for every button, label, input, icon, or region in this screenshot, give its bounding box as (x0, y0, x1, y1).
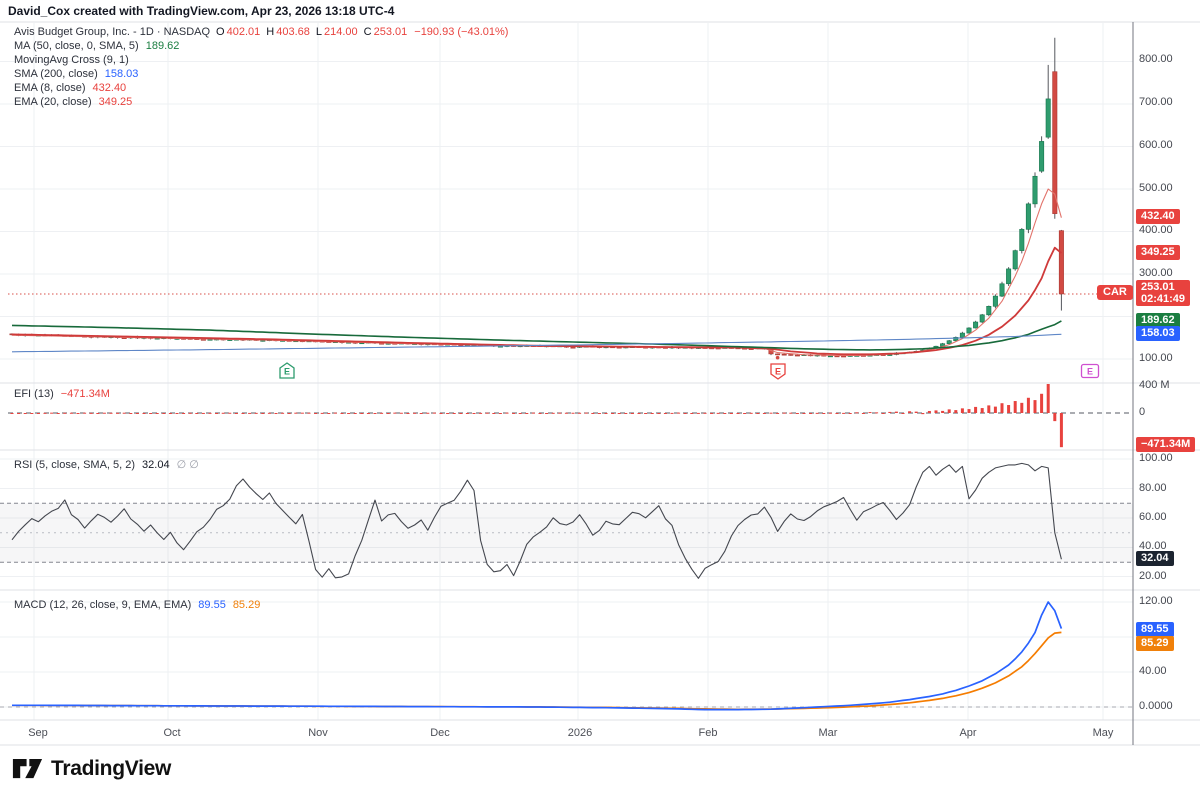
svg-text:E: E (1087, 367, 1093, 377)
price-axis-label: 300.00 (1139, 267, 1173, 279)
earnings-icon[interactable]: E (1080, 363, 1100, 379)
symbol-legend-row[interactable]: Avis Budget Group, Inc. - 1D · NASDAQ O 40… (14, 26, 508, 38)
macd-axis-label: 40.00 (1139, 665, 1167, 677)
axis-value-chip: 32.04 (1136, 551, 1174, 566)
time-axis-label: 2026 (567, 727, 593, 739)
macd-axis-label: 120.00 (1139, 595, 1173, 607)
legend-label: RSI (5, close, SMA, 5, 2) (14, 459, 136, 471)
chart-area[interactable]: E E E Avis Budget Group, Inc. - 1D · NASDA… (0, 0, 1200, 750)
credit-line: David_Cox created with TradingView.com, … (8, 4, 395, 18)
price-axis-label: 600.00 (1139, 139, 1173, 151)
rsi-axis-label: 60.00 (1139, 511, 1167, 523)
legend-label: MovingAvg Cross (9, 1) (14, 54, 129, 66)
rsi-axis-label: 80.00 (1139, 482, 1167, 494)
time-axis-label: Mar (818, 727, 838, 739)
ohlc-key: H (266, 26, 275, 38)
price-axis-label: 700.00 (1139, 96, 1173, 108)
symbol-tag-chip: CAR (1097, 285, 1133, 300)
price-axis-label: 500.00 (1139, 182, 1173, 194)
legend-value: 189.62 (145, 40, 180, 52)
svg-text:E: E (284, 367, 290, 377)
legend-label: EMA (20, close) (14, 96, 92, 108)
efi-axis-label: 400 M (1139, 379, 1170, 391)
legend-label: MACD (12, 26, close, 9, EMA, EMA) (14, 599, 192, 611)
last-price-chip: 253.01 02:41:49 (1136, 280, 1191, 306)
rsi-axis-label: 40.00 (1139, 540, 1167, 552)
legend-macd[interactable]: MACD (12, 26, close, 9, EMA, EMA) 89.55 85… (14, 599, 260, 611)
legend-label: EMA (8, close) (14, 82, 86, 94)
ohlc-value: 214.00 (324, 26, 358, 38)
time-axis-label: May (1092, 727, 1114, 739)
tradingview-logo-icon (12, 758, 43, 779)
axis-value-chip: 349.25 (1136, 245, 1180, 260)
legend-value: 432.40 (92, 82, 127, 94)
axis-value-chip: 432.40 (1136, 209, 1180, 224)
legend-value: −471.34M (60, 388, 110, 400)
legend-value: 158.03 (104, 68, 139, 80)
legend-ma50[interactable]: MA (50, close, 0, SMA, 5) 189.62 (14, 40, 179, 52)
earnings-icon[interactable]: E (279, 362, 295, 379)
axis-value-chip: −471.34M (1136, 437, 1196, 452)
legend-sma200[interactable]: SMA (200, close) 158.03 (14, 68, 138, 80)
time-axis-label: Sep (28, 727, 48, 739)
axis-value-chip: 89.55 (1136, 622, 1174, 637)
legend-efi[interactable]: EFI (13) −471.34M (14, 388, 110, 400)
efi-axis-label: 0 (1139, 406, 1146, 418)
axis-value-chip: 158.03 (1136, 326, 1180, 341)
ohlc-key: C (363, 26, 372, 38)
legend-ema8[interactable]: EMA (8, close) 432.40 (14, 82, 126, 94)
legend-label: EFI (13) (14, 388, 54, 400)
ohlc-value: 403.68 (276, 26, 310, 38)
price-axis-label: 400.00 (1139, 224, 1173, 236)
rsi-axis-label: 20.00 (1139, 570, 1167, 582)
axis-value-chip: 85.29 (1136, 636, 1174, 651)
legend-movingavg-cross[interactable]: MovingAvg Cross (9, 1) (14, 54, 129, 66)
legend-ema20[interactable]: EMA (20, close) 349.25 (14, 96, 132, 108)
price-axis-label: 800.00 (1139, 53, 1173, 65)
tradingview-wordmark: TradingView (51, 757, 172, 780)
rsi-axis-label: 100.00 (1139, 452, 1173, 464)
symbol-title: Avis Budget Group, Inc. - 1D · NASDAQ (14, 26, 211, 38)
legend-label: SMA (200, close) (14, 68, 98, 80)
axis-value-chip: 189.62 (1136, 313, 1180, 328)
ohlc-value: 253.01 (373, 26, 408, 38)
legend-value: 85.29 (232, 599, 261, 611)
time-axis-label: Dec (430, 727, 450, 739)
time-axis-label: Nov (308, 727, 328, 739)
time-axis-label: Apr (959, 727, 977, 739)
price-axis-label: 100.00 (1139, 352, 1173, 364)
time-axis-label: Feb (698, 727, 718, 739)
macd-axis-label: 0.0000 (1139, 700, 1173, 712)
legend-value: 32.04 (142, 459, 170, 471)
ohlc-key: L (315, 26, 322, 38)
legend-value: 89.55 (198, 599, 226, 611)
legend-label: MA (50, close, 0, SMA, 5) (14, 40, 139, 52)
svg-text:E: E (775, 367, 781, 377)
legend-rsi[interactable]: RSI (5, close, SMA, 5, 2) 32.04 ∅ ∅ (14, 458, 199, 471)
change-value: −190.93 (−43.01%) (414, 26, 509, 38)
earnings-icon[interactable]: E (770, 363, 786, 380)
time-axis-label: Oct (163, 727, 181, 739)
legend-value: 349.25 (98, 96, 133, 108)
tradingview-watermark: TradingView (12, 756, 171, 782)
ohlc-key: O (216, 26, 225, 38)
legend-value: ∅ ∅ (176, 459, 199, 471)
ohlc-value: 402.01 (226, 26, 261, 38)
